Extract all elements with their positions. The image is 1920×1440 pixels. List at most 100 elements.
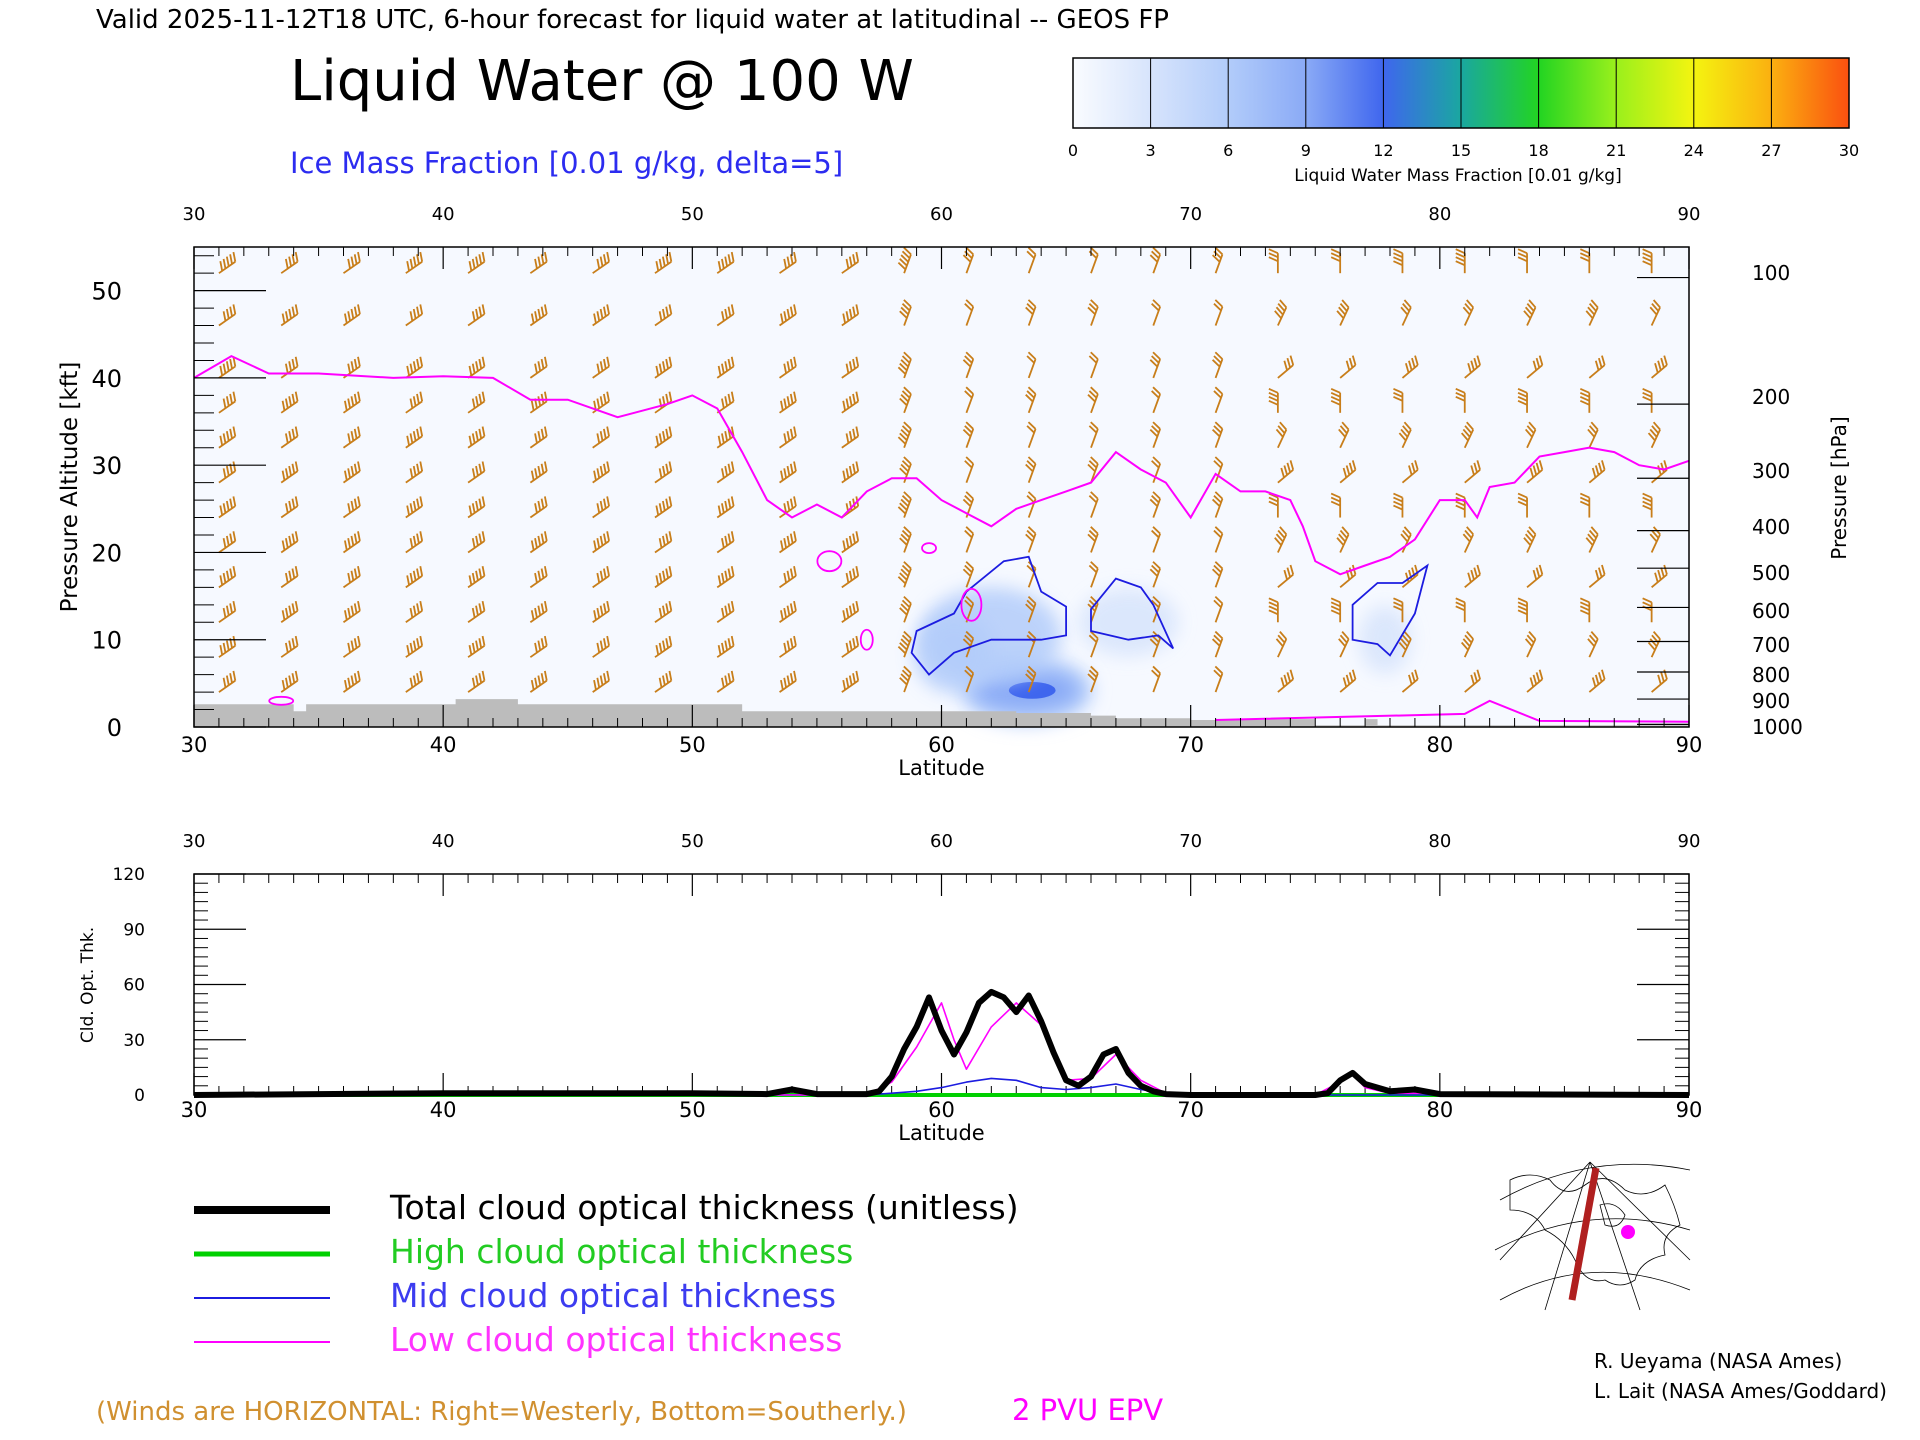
wind-barb (342, 635, 361, 658)
wind-barb (280, 426, 299, 449)
pressure-tick-label: 100 (1752, 261, 1790, 285)
wind-barb (467, 426, 486, 449)
wind-barb (1523, 526, 1537, 553)
wind-barb (1087, 299, 1099, 326)
wind-barb (467, 566, 486, 589)
wind-barb (1517, 492, 1528, 518)
y-tick-label: 0 (134, 1086, 145, 1106)
wind-barb (1026, 351, 1037, 379)
wind-barb (654, 531, 673, 554)
y-tick-label: 90 (123, 920, 145, 940)
x-tick-label-top: 70 (1179, 831, 1202, 852)
wind-barb (1462, 526, 1475, 553)
wind-barb (841, 670, 860, 693)
wind-barb (1526, 460, 1544, 484)
wind-barb (1339, 460, 1357, 484)
wind-barb (1588, 460, 1606, 484)
wind-barb (654, 670, 673, 693)
wind-barb (716, 426, 735, 449)
wind-barb (218, 356, 237, 379)
x-tick-label: 30 (181, 733, 208, 757)
epv-loop (268, 695, 295, 706)
optical-thickness-panel: 30 30 40 40 50 50 60 60 70 70 80 80 90 90 Latitude 0 30 6… (78, 831, 1702, 1145)
wind-barb (1579, 597, 1591, 623)
x-tick-label: 80 (1426, 733, 1453, 757)
pressure-tick-label: 900 (1752, 689, 1790, 713)
y-tick-label: 0 (107, 714, 122, 742)
wind-barb (280, 531, 299, 554)
wind-barb (218, 426, 237, 449)
inset-track-line (1568, 1167, 1600, 1301)
wind-barb (1025, 526, 1037, 553)
wind-barb (1211, 491, 1224, 518)
wind-barb (1455, 492, 1466, 518)
wind-barb (1087, 456, 1099, 483)
wind-barb (1455, 248, 1466, 274)
wind-barb (1398, 421, 1412, 449)
wind-barb (1647, 631, 1661, 658)
pressure-axis-label: Pressure [hPa] (1827, 416, 1851, 559)
wind-barb (1025, 665, 1037, 693)
wind-barb (899, 456, 912, 483)
wind-barb (1213, 526, 1224, 553)
wind-barb (467, 391, 486, 414)
wind-barb (342, 600, 361, 624)
colorbar-tick-label: 24 (1684, 141, 1704, 160)
x-tick-label-top: 30 (183, 204, 206, 225)
x-axis-label: Latitude (898, 1121, 984, 1145)
wind-barb (1277, 564, 1295, 589)
wind-barb (1339, 669, 1357, 693)
legend-label: Total cloud optical thickness (unitless) (389, 1188, 1019, 1227)
wind-barb (1393, 492, 1404, 518)
y-tick-label: 40 (91, 365, 122, 393)
wind-barb (1579, 248, 1591, 274)
wind-barb (716, 356, 735, 379)
wind-barb (592, 304, 610, 327)
wind-barb (964, 456, 975, 483)
wind-barb (964, 386, 975, 414)
wind-barb (899, 595, 912, 623)
wind-barb (592, 391, 610, 414)
liquid-water-core (1008, 681, 1056, 699)
wind-barb (841, 356, 860, 379)
x-tick-label: 90 (1676, 1098, 1703, 1122)
wind-barb (592, 531, 610, 554)
wind-barb (1151, 665, 1161, 693)
wind-barb (1400, 299, 1412, 326)
x-tick-label-top: 90 (1678, 204, 1701, 225)
wind-barb (654, 356, 673, 379)
y-tick-label: 10 (91, 627, 122, 655)
wind-barb (529, 670, 548, 693)
wind-barb (1087, 595, 1099, 623)
wind-barb (280, 566, 299, 589)
wind-barb (1464, 460, 1481, 484)
wind-barb (1025, 386, 1037, 414)
wind-barb (1149, 351, 1161, 379)
wind-barb (405, 251, 424, 274)
wind-barb (1151, 526, 1161, 553)
wind-barb (529, 304, 548, 327)
x-tick-label-top: 40 (432, 831, 455, 852)
wind-barb (218, 251, 237, 274)
wind-barb (779, 566, 797, 589)
wind-barb (1526, 564, 1544, 589)
pressure-tick-label: 800 (1752, 663, 1790, 687)
wind-barb (342, 670, 361, 693)
wind-barb (897, 491, 912, 518)
wind-barb (1579, 387, 1591, 413)
wind-barb (1213, 595, 1224, 623)
wind-barb (1400, 526, 1412, 553)
wind-barb (1211, 421, 1224, 449)
wind-barb (280, 461, 299, 484)
wind-barb (1524, 421, 1537, 449)
colorbar-tick-label: 3 (1146, 141, 1156, 160)
wind-barb (1213, 456, 1224, 483)
pressure-tick-label: 400 (1752, 515, 1790, 539)
wind-barb (1460, 631, 1475, 658)
credit-1: R. Ueyama (NASA Ames) (1594, 1349, 1842, 1373)
wind-barb (467, 531, 486, 554)
wind-barb (1213, 299, 1224, 326)
x-tick-label-top: 30 (183, 831, 206, 852)
wind-barb (1647, 421, 1661, 449)
wind-barb (1460, 421, 1475, 449)
